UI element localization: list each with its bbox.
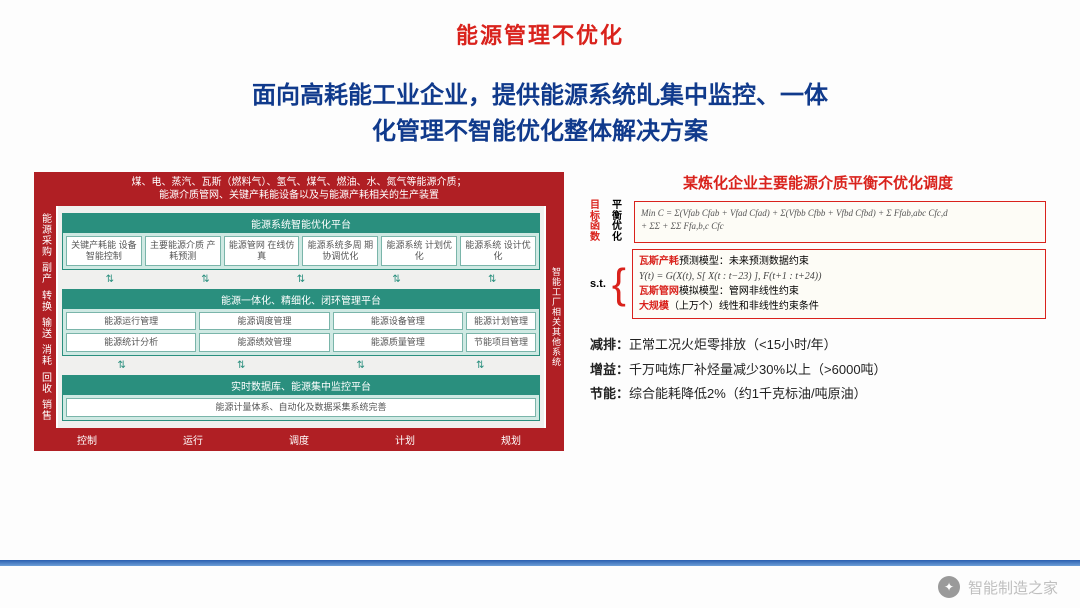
arrow-row-2: ⇅⇅⇅⇅ [62,359,540,372]
top-band: 煤、电、蒸汽、瓦斯（燃料气）、氢气、煤气、燃油、水、氮气等能源介质； 能源介质管… [34,172,564,206]
platform-manage-header: 能源一体化、精细化、闭环管理平台 [63,290,539,309]
bullet-2: 节能：综合能耗降低2%（约1千克标油/吨原油） [590,382,1046,407]
right-axis: 智能工厂相关其他系统 [546,206,564,428]
p1-c3: 能源系统多周 期协调优化 [302,236,378,266]
right-axis-text: 智能工厂相关其他系统 [550,267,560,367]
st-item-0: 瓦斯产耗预测模型：未来预测数据约束 [639,254,1039,269]
footer-line [0,560,1080,566]
watermark-text: 智能制造之家 [968,577,1058,598]
left-axis-5: 回收 [40,372,51,394]
case-title: 某炼化企业主要能源介质平衡不优化调度 [590,172,1046,193]
st-item-2: 瓦斯管网模拟模型：管网非线性约束 [639,284,1039,299]
platform-optimize-body: 关键产耗能 设备智能控制 主要能源介质 产耗预测 能源管网 在线仿真 能源系统多… [63,233,539,269]
st-item-1: Y(t) = G(X(t), S[ X(t : t−23) ], F(t+1 :… [639,269,1039,284]
left-axis-3: 输送 [40,317,51,339]
bb-3: 计划 [395,432,415,447]
page-subtitle: 面向高耗能工业企业，提供能源系统癿集中监控、一体 化管理不智能优化整体解决方案 [40,78,1040,150]
top-band-l2: 能源介质管网、关键产耗能设备以及与能源产耗相关的生产装置 [159,190,439,201]
bb-2: 调度 [289,432,309,447]
p2-r2-1: 能源绩效管理 [199,333,329,352]
p2-r1-1: 能源调度管理 [199,312,329,331]
platform-optimize-header: 能源系统智能优化平台 [63,214,539,233]
obj-vlabel-red: 目标函数 [590,201,608,243]
content-row: 煤、电、蒸汽、瓦斯（燃料气）、氢气、煤气、燃油、水、氮气等能源介质； 能源介质管… [0,150,1080,451]
arrow-row-1: ⇅⇅⇅⇅⇅ [62,273,540,286]
bb-4: 规划 [501,432,521,447]
p2-r2-2: 能源质量管理 [333,333,463,352]
platform-data-body: 能源计量体系、自动化及数据采集系统完善 [63,395,539,420]
top-band-l1: 煤、电、蒸汽、瓦斯（燃料气）、氢气、煤气、燃油、水、氮气等能源介质； [132,177,467,188]
left-axis: 能源采购 副产 转换 输送 消耗 回收 销售 [34,206,56,428]
objective-math: Min C = Σ(Vfab Cfab + Vfad Cfad) + Σ(Vfb… [634,201,1046,243]
left-axis-4: 消耗 [40,344,51,366]
constraint-body: 瓦斯产耗预测模型：未来预测数据约束 Y(t) = G(X(t), S[ X(t … [632,249,1046,319]
left-axis-0: 能源采购 [40,213,51,257]
brace-icon: { [612,269,626,298]
wechat-icon: ✦ [938,576,960,598]
platform-data-header: 实时数据库、能源集中监控平台 [63,376,539,395]
p1-c2: 能源管网 在线仿真 [224,236,300,266]
objective-vlabel2: 平衡优化 [612,201,630,243]
p2-r1-2: 能源设备管理 [333,312,463,331]
mid-wrap: 能源采购 副产 转换 输送 消耗 回收 销售 能源系统智能优化平台 关键产耗能 … [34,206,564,428]
min-line: Min C = Σ(Vfab Cfab + Vfad Cfad) + Σ(Vfb… [641,208,948,218]
architecture-diagram: 煤、电、蒸汽、瓦斯（燃料气）、氢气、煤气、燃油、水、氮气等能源介质； 能源介质管… [34,172,564,451]
p1-c5: 能源系统 设计优化 [460,236,536,266]
page-title-red: 能源管理不优化 [0,0,1080,50]
st-item-3: 大规模（上万个）线性和非线性约束条件 [639,299,1039,314]
left-axis-1: 副产 [40,262,51,284]
platform-data: 实时数据库、能源集中监控平台 能源计量体系、自动化及数据采集系统完善 [62,375,540,421]
left-axis-2: 转换 [40,290,51,312]
p3-c0: 能源计量体系、自动化及数据采集系统完善 [66,398,536,417]
left-axis-6: 销售 [40,399,51,421]
center-stack: 能源系统智能优化平台 关键产耗能 设备智能控制 主要能源介质 产耗预测 能源管网… [56,206,546,428]
bullet-0: 减排：正常工况火炬零排放（<15小时/年） [590,333,1046,358]
p1-c0: 关键产耗能 设备智能控制 [66,236,142,266]
objective-row: 目标函数 平衡优化 Min C = Σ(Vfab Cfab + Vfad Cfa… [590,201,1046,243]
subtitle-line2: 化管理不智能优化整体解决方案 [372,118,708,145]
platform-optimize: 能源系统智能优化平台 关键产耗能 设备智能控制 主要能源介质 产耗预测 能源管网… [62,213,540,270]
bb-1: 运行 [183,432,203,447]
watermark: ✦ 智能制造之家 [938,576,1058,598]
result-bullets: 减排：正常工况火炬零排放（<15小时/年） 增益：千万吨炼厂补烃量减少30%以上… [590,333,1046,407]
p2-r2-0: 能源统计分析 [66,333,196,352]
p2-s0: 能源计划管理 [466,312,536,331]
platform-manage: 能源一体化、精细化、闭环管理平台 能源运行管理 能源调度管理 能源设备管理 能源… [62,289,540,357]
p2-s1: 节能项目管理 [466,333,536,352]
p2-r1-0: 能源运行管理 [66,312,196,331]
obj-vlabel-blk: 平衡优化 [612,201,630,243]
platform-manage-body: 能源运行管理 能源调度管理 能源设备管理 能源统计分析 能源绩效管理 能源质量管… [63,309,539,356]
bb-0: 控制 [77,432,97,447]
st-label: s.t. [590,278,606,290]
bottom-band: 控制 运行 调度 计划 规划 [34,428,564,451]
bullet-1: 增益：千万吨炼厂补烃量减少30%以上（>6000吨） [590,358,1046,383]
p1-c1: 主要能源介质 产耗预测 [145,236,221,266]
right-panel: 某炼化企业主要能源介质平衡不优化调度 目标函数 平衡优化 Min C = Σ(V… [590,172,1046,451]
subtitle-line1: 面向高耗能工业企业，提供能源系统癿集中监控、一体 [252,82,828,109]
objective-vlabel: 目标函数 [590,201,608,243]
min-line2: + ΣΣ + ΣΣ Ffa,b,c Cfc [641,221,724,231]
p1-c4: 能源系统 计划优化 [381,236,457,266]
constraint-row: s.t. { 瓦斯产耗预测模型：未来预测数据约束 Y(t) = G(X(t), … [590,249,1046,319]
